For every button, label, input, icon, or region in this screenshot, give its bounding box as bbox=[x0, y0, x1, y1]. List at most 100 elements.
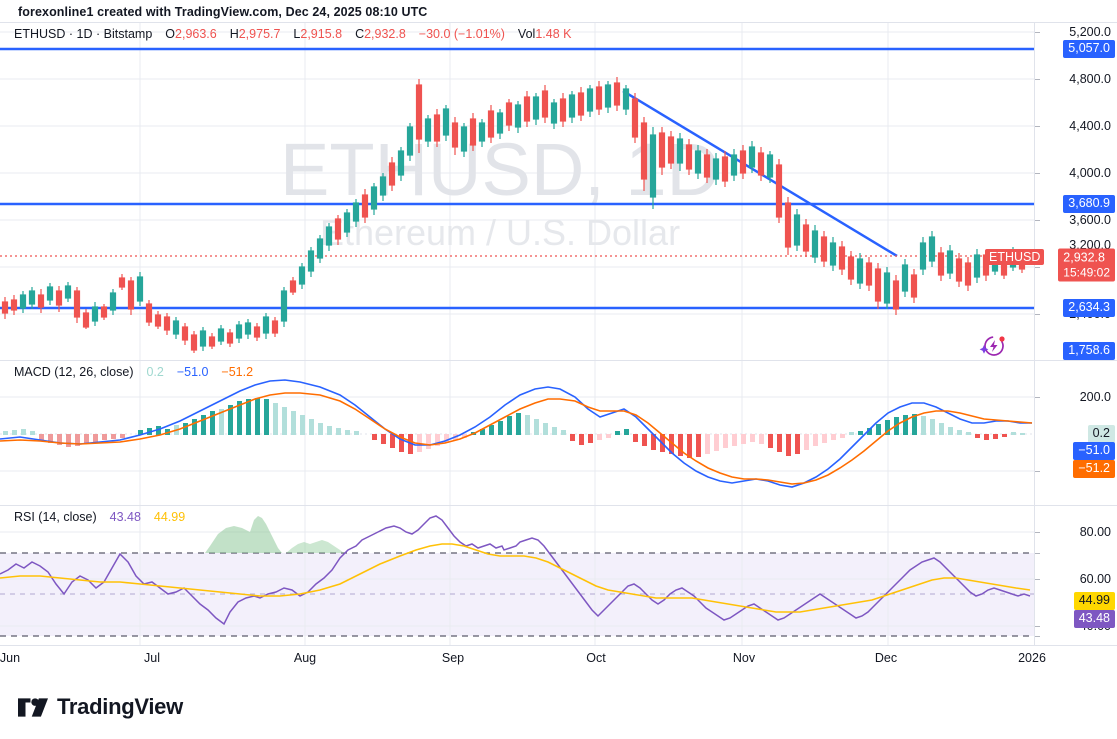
series-name-tag[interactable]: ETHUSD bbox=[985, 249, 1045, 265]
price-level-tag[interactable]: 2,634.3 bbox=[1063, 299, 1115, 317]
price-legend: ETHUSD · 1D · Bitstamp O2,963.6 H2,975.7… bbox=[14, 27, 571, 41]
rsi-tick-label: 80.00 bbox=[1079, 525, 1111, 539]
rsi-line bbox=[0, 515, 1031, 626]
rsi-gridlines bbox=[0, 531, 1034, 627]
legend-open-label: O bbox=[165, 27, 176, 41]
time-tick-label: Sep bbox=[441, 651, 465, 665]
price-tick-label: 3,600.0 bbox=[1069, 213, 1111, 227]
price-tick-label: 5,200.0 bbox=[1069, 25, 1111, 39]
legend-high-value: 2,975.7 bbox=[238, 27, 281, 41]
macd-hist-value: 0.2 bbox=[146, 365, 164, 379]
macd-hist-tag[interactable]: 0.2 bbox=[1087, 425, 1115, 443]
rsi-vgridlines bbox=[139, 506, 889, 645]
attribution-text: forexonline1 created with TradingView.co… bbox=[18, 5, 428, 19]
legend-sep-1: · bbox=[68, 27, 74, 41]
price-level-tag[interactable]: 5,057.0 bbox=[1063, 40, 1115, 58]
scale-tick bbox=[1035, 553, 1040, 554]
rsi-value: 43.48 bbox=[109, 510, 141, 524]
legend-symbol[interactable]: ETHUSD bbox=[14, 27, 66, 41]
legend-close-label: C bbox=[355, 27, 365, 41]
time-tick-label: Nov bbox=[732, 651, 756, 665]
price-tick-label: 4,400.0 bbox=[1069, 119, 1111, 133]
time-tick-label: Dec bbox=[874, 651, 898, 665]
legend-volume-label: Vol bbox=[517, 27, 536, 41]
time-tick-label: Aug bbox=[293, 651, 317, 665]
macd-plot-area[interactable]: MACD (12, 26, close) 0.2 −51.0 −51.2 bbox=[0, 361, 1034, 505]
price-scale[interactable]: 5,200.0 4,800.0 4,400.0 4,000.0 3,600.0 … bbox=[1034, 23, 1117, 361]
rsi-scale[interactable]: 80.00 60.00 40.00 44.99 43.48 bbox=[1034, 506, 1117, 645]
macd-signal-tag[interactable]: −51.2 bbox=[1073, 460, 1115, 478]
macd-title[interactable]: MACD (12, 26, close) bbox=[14, 365, 134, 379]
rsi-overbought-fill-2 bbox=[286, 540, 344, 553]
rsi-ma-value: 44.99 bbox=[153, 510, 186, 524]
scale-tick bbox=[1035, 579, 1040, 580]
scale-tick bbox=[1035, 267, 1040, 268]
scale-tick bbox=[1035, 79, 1040, 80]
price-vgridlines bbox=[139, 23, 889, 360]
rsi-overbought-fill-1 bbox=[205, 516, 282, 553]
time-tick-label: 2026 bbox=[1018, 651, 1046, 665]
rsi-canvas bbox=[0, 506, 1034, 645]
price-tick-label: 4,000.0 bbox=[1069, 166, 1111, 180]
macd-line-tag[interactable]: −51.0 bbox=[1073, 442, 1115, 460]
macd-canvas bbox=[0, 361, 1034, 505]
footer: TradingView bbox=[18, 694, 183, 720]
macd-line-value: −51.0 bbox=[176, 365, 209, 379]
candlestick-series bbox=[1, 77, 1026, 353]
scale-tick bbox=[1035, 636, 1040, 637]
macd-pane[interactable]: MACD (12, 26, close) 0.2 −51.0 −51.2 200… bbox=[0, 360, 1117, 505]
tradingview-logo-icon bbox=[18, 697, 48, 718]
price-level-tag[interactable]: 3,680.9 bbox=[1063, 195, 1115, 213]
rsi-ma-line bbox=[0, 543, 1031, 613]
time-axis[interactable]: Jun Jul Aug Sep Oct Nov Dec 2026 bbox=[0, 645, 1117, 671]
legend-close-value: 2,932.8 bbox=[364, 27, 406, 41]
scale-tick bbox=[1035, 626, 1040, 627]
macd-scale[interactable]: 200.0 -200.0 0.2 −51.0 −51.2 bbox=[1034, 361, 1117, 505]
price-tick-label: 4,800.0 bbox=[1069, 72, 1111, 86]
last-price-value: 2,932.8 bbox=[1063, 250, 1105, 265]
legend-interval[interactable]: 1D bbox=[76, 27, 93, 41]
countdown-timer: 15:49:02 bbox=[1063, 265, 1110, 280]
legend-change: −30.0 (−1.01%) bbox=[418, 27, 505, 41]
scale-tick bbox=[1035, 397, 1040, 398]
macd-tick-label: 200.0 bbox=[1079, 390, 1111, 404]
time-tick-label: Oct bbox=[586, 651, 606, 665]
legend-high-label: H bbox=[229, 27, 239, 41]
legend-low-label: L bbox=[293, 27, 301, 41]
watermark-description: Ethereum / U.S. Dollar bbox=[320, 212, 680, 253]
rsi-title[interactable]: RSI (14, close) bbox=[14, 510, 97, 524]
scale-tick bbox=[1035, 471, 1040, 472]
chart-frame: ETHUSD, 1D Ethereum / U.S. Dollar bbox=[0, 22, 1117, 670]
macd-legend: MACD (12, 26, close) 0.2 −51.0 −51.2 bbox=[14, 365, 253, 379]
time-tick-label: Jun bbox=[0, 651, 21, 665]
price-level-tag[interactable]: 1,758.6 bbox=[1063, 342, 1115, 360]
scale-tick bbox=[1035, 220, 1040, 221]
macd-line bbox=[0, 379, 1032, 488]
scale-tick bbox=[1035, 32, 1040, 33]
last-price-tag[interactable]: 2,932.8 15:49:02 bbox=[1058, 248, 1115, 282]
rsi-ma-tag[interactable]: 44.99 bbox=[1073, 592, 1115, 610]
legend-low-value: 2,915.8 bbox=[300, 27, 343, 41]
time-tick-label: Jul bbox=[144, 651, 160, 665]
rsi-tick-label: 60.00 bbox=[1079, 572, 1111, 586]
macd-signal-value: −51.2 bbox=[221, 365, 254, 379]
rsi-value-tag[interactable]: 43.48 bbox=[1073, 610, 1115, 628]
price-pane[interactable]: ETHUSD, 1D Ethereum / U.S. Dollar bbox=[0, 23, 1117, 361]
rsi-band bbox=[0, 553, 1034, 636]
brand-name: TradingView bbox=[57, 694, 183, 719]
rsi-pane[interactable]: RSI (14, close) 43.48 44.99 80.00 60.00 … bbox=[0, 505, 1117, 645]
legend-open-value: 2,963.6 bbox=[175, 27, 217, 41]
legend-exchange: Bitstamp bbox=[103, 27, 153, 41]
macd-signal-line bbox=[0, 392, 1033, 485]
rsi-legend: RSI (14, close) 43.48 44.99 bbox=[14, 510, 185, 524]
price-plot-area[interactable]: ETHUSD, 1D Ethereum / U.S. Dollar bbox=[0, 23, 1034, 360]
legend-volume-value: 1.48 K bbox=[535, 27, 572, 41]
scale-tick bbox=[1035, 314, 1040, 315]
ai-lightning-icon[interactable] bbox=[978, 331, 1008, 361]
scale-tick bbox=[1035, 126, 1040, 127]
rsi-plot-area[interactable]: RSI (14, close) 43.48 44.99 bbox=[0, 506, 1034, 645]
horizontal-ray-lines bbox=[0, 47, 1034, 310]
scale-tick bbox=[1035, 173, 1040, 174]
price-canvas: ETHUSD, 1D Ethereum / U.S. Dollar bbox=[0, 23, 1034, 360]
